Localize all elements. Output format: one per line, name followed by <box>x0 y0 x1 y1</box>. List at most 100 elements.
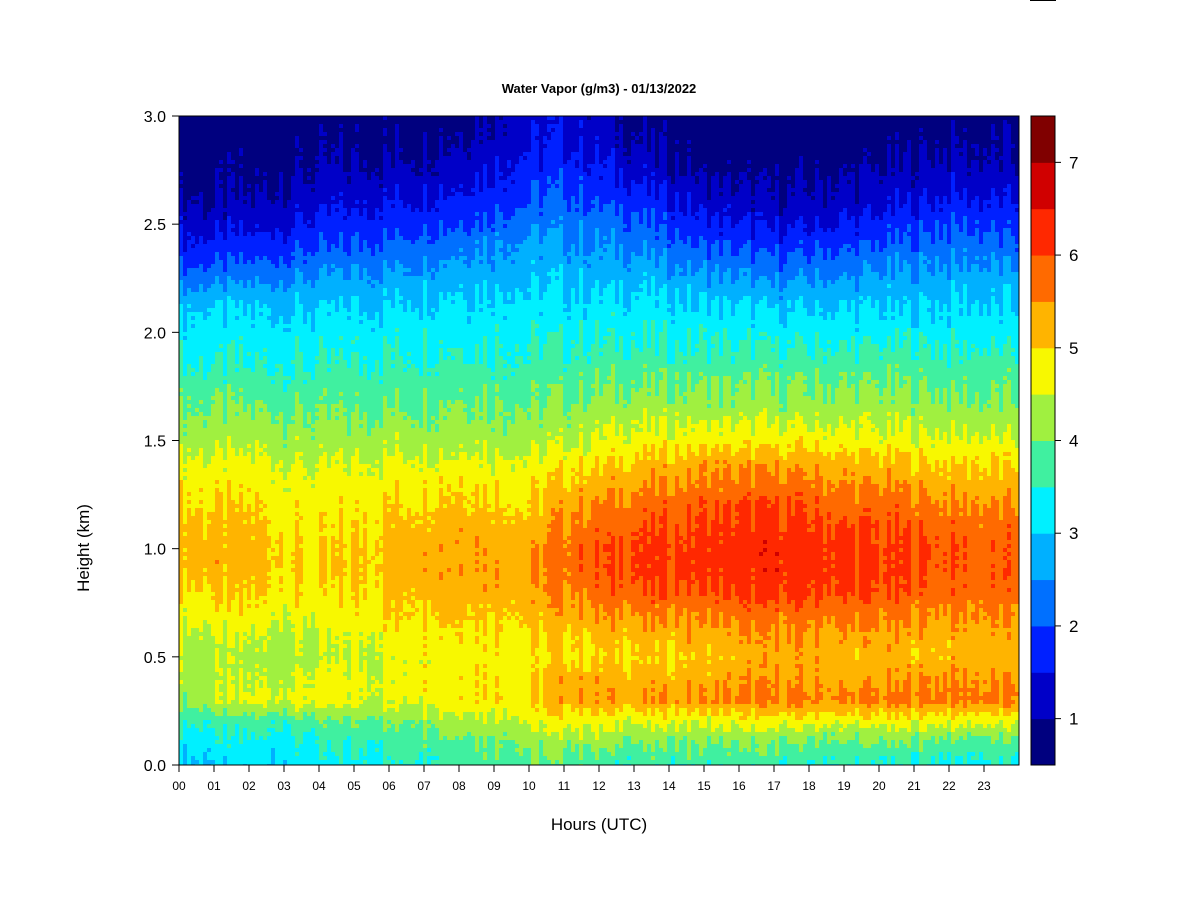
heatmap-cell <box>363 312 368 357</box>
heatmap-column <box>551 116 556 765</box>
heatmap-cell <box>391 724 396 761</box>
heatmap-cell <box>727 208 732 217</box>
heatmap-cell <box>595 692 600 697</box>
heatmap-column <box>783 116 788 765</box>
heatmap-cell <box>535 276 540 325</box>
heatmap-cell <box>819 384 824 429</box>
heatmap-cell <box>427 244 432 273</box>
heatmap-cell <box>519 724 524 757</box>
heatmap-cell <box>267 524 272 537</box>
heatmap-cell <box>279 116 284 173</box>
heatmap-cell <box>279 232 284 257</box>
heatmap-cell <box>275 192 280 197</box>
heatmap-cell <box>783 624 788 713</box>
heatmap-cell <box>251 464 256 513</box>
heatmap-cell <box>303 684 308 689</box>
heatmap-cell <box>195 204 200 245</box>
heatmap-cell <box>619 620 624 713</box>
heatmap-column <box>751 116 756 765</box>
heatmap-cell <box>527 456 532 501</box>
heatmap-cell <box>483 280 488 337</box>
heatmap-cell <box>615 132 620 137</box>
heatmap-cell <box>291 692 296 705</box>
heatmap-cell <box>535 488 540 545</box>
heatmap-cell <box>455 540 460 545</box>
heatmap-cell <box>787 312 792 341</box>
heatmap-cell <box>279 584 284 589</box>
heatmap-cell <box>511 460 516 465</box>
heatmap-cell <box>287 612 292 617</box>
heatmap-cell <box>643 364 648 369</box>
heatmap-cell <box>435 372 440 377</box>
heatmap-cell <box>623 312 628 317</box>
heatmap-cell <box>199 508 204 593</box>
heatmap-cell <box>743 372 748 381</box>
heatmap-cell <box>719 196 724 229</box>
heatmap-cell <box>863 336 868 373</box>
heatmap-cell <box>899 116 904 173</box>
heatmap-column <box>827 116 832 765</box>
heatmap-cell <box>791 744 796 765</box>
heatmap-cell <box>703 728 708 749</box>
heatmap-cell <box>739 704 744 713</box>
heatmap-cell <box>295 608 300 657</box>
heatmap-cell <box>627 360 632 405</box>
heatmap-cell <box>483 760 488 765</box>
heatmap-cell <box>819 684 824 689</box>
heatmap-cell <box>367 320 372 381</box>
heatmap-cell <box>447 116 452 137</box>
heatmap-cell <box>231 664 236 677</box>
heatmap-cell <box>559 432 564 437</box>
heatmap-cell <box>623 600 628 629</box>
heatmap-cell <box>219 644 224 669</box>
heatmap-cell <box>423 484 428 489</box>
heatmap-cell <box>335 540 340 545</box>
heatmap-cell <box>463 196 468 233</box>
heatmap-cell <box>707 552 712 569</box>
heatmap-cell <box>555 436 560 441</box>
heatmap-cell <box>359 172 364 217</box>
heatmap-cell <box>479 232 484 257</box>
heatmap-cell <box>847 484 852 529</box>
heatmap-cell <box>183 720 188 745</box>
heatmap-cell <box>607 488 612 533</box>
heatmap-cell <box>447 156 452 197</box>
heatmap-column <box>907 116 912 765</box>
heatmap-column <box>651 116 656 765</box>
heatmap-cell <box>719 736 724 765</box>
heatmap-cell <box>631 140 636 181</box>
heatmap-cell <box>487 136 492 141</box>
heatmap-cell <box>855 732 860 757</box>
heatmap-cell <box>759 332 764 337</box>
heatmap-cell <box>331 204 336 245</box>
heatmap-cell <box>819 228 824 249</box>
heatmap-cell <box>843 208 848 245</box>
heatmap-cell <box>823 440 828 457</box>
heatmap-cell <box>263 232 268 257</box>
heatmap-cell <box>251 208 256 237</box>
heatmap-cell <box>595 368 600 421</box>
heatmap-cell <box>295 204 300 209</box>
heatmap-cell <box>799 336 804 373</box>
heatmap-cell <box>295 148 300 157</box>
heatmap-cell <box>551 476 556 481</box>
heatmap-cell <box>879 320 884 353</box>
heatmap-cell <box>415 520 420 525</box>
heatmap-cell <box>775 664 780 705</box>
heatmap-cell <box>547 532 552 597</box>
heatmap-cell <box>787 252 792 281</box>
heatmap-cell <box>435 728 440 757</box>
heatmap-cell <box>339 132 344 193</box>
heatmap-cell <box>855 720 860 733</box>
heatmap-cell <box>775 608 780 613</box>
heatmap-cell <box>891 564 896 569</box>
heatmap-column <box>555 116 560 765</box>
heatmap-column <box>367 116 372 765</box>
heatmap-cell <box>455 636 460 717</box>
heatmap-cell <box>463 500 468 509</box>
heatmap-cell <box>247 444 252 449</box>
heatmap-cell <box>327 316 332 365</box>
heatmap-cell <box>607 380 612 385</box>
heatmap-cell <box>439 128 444 133</box>
